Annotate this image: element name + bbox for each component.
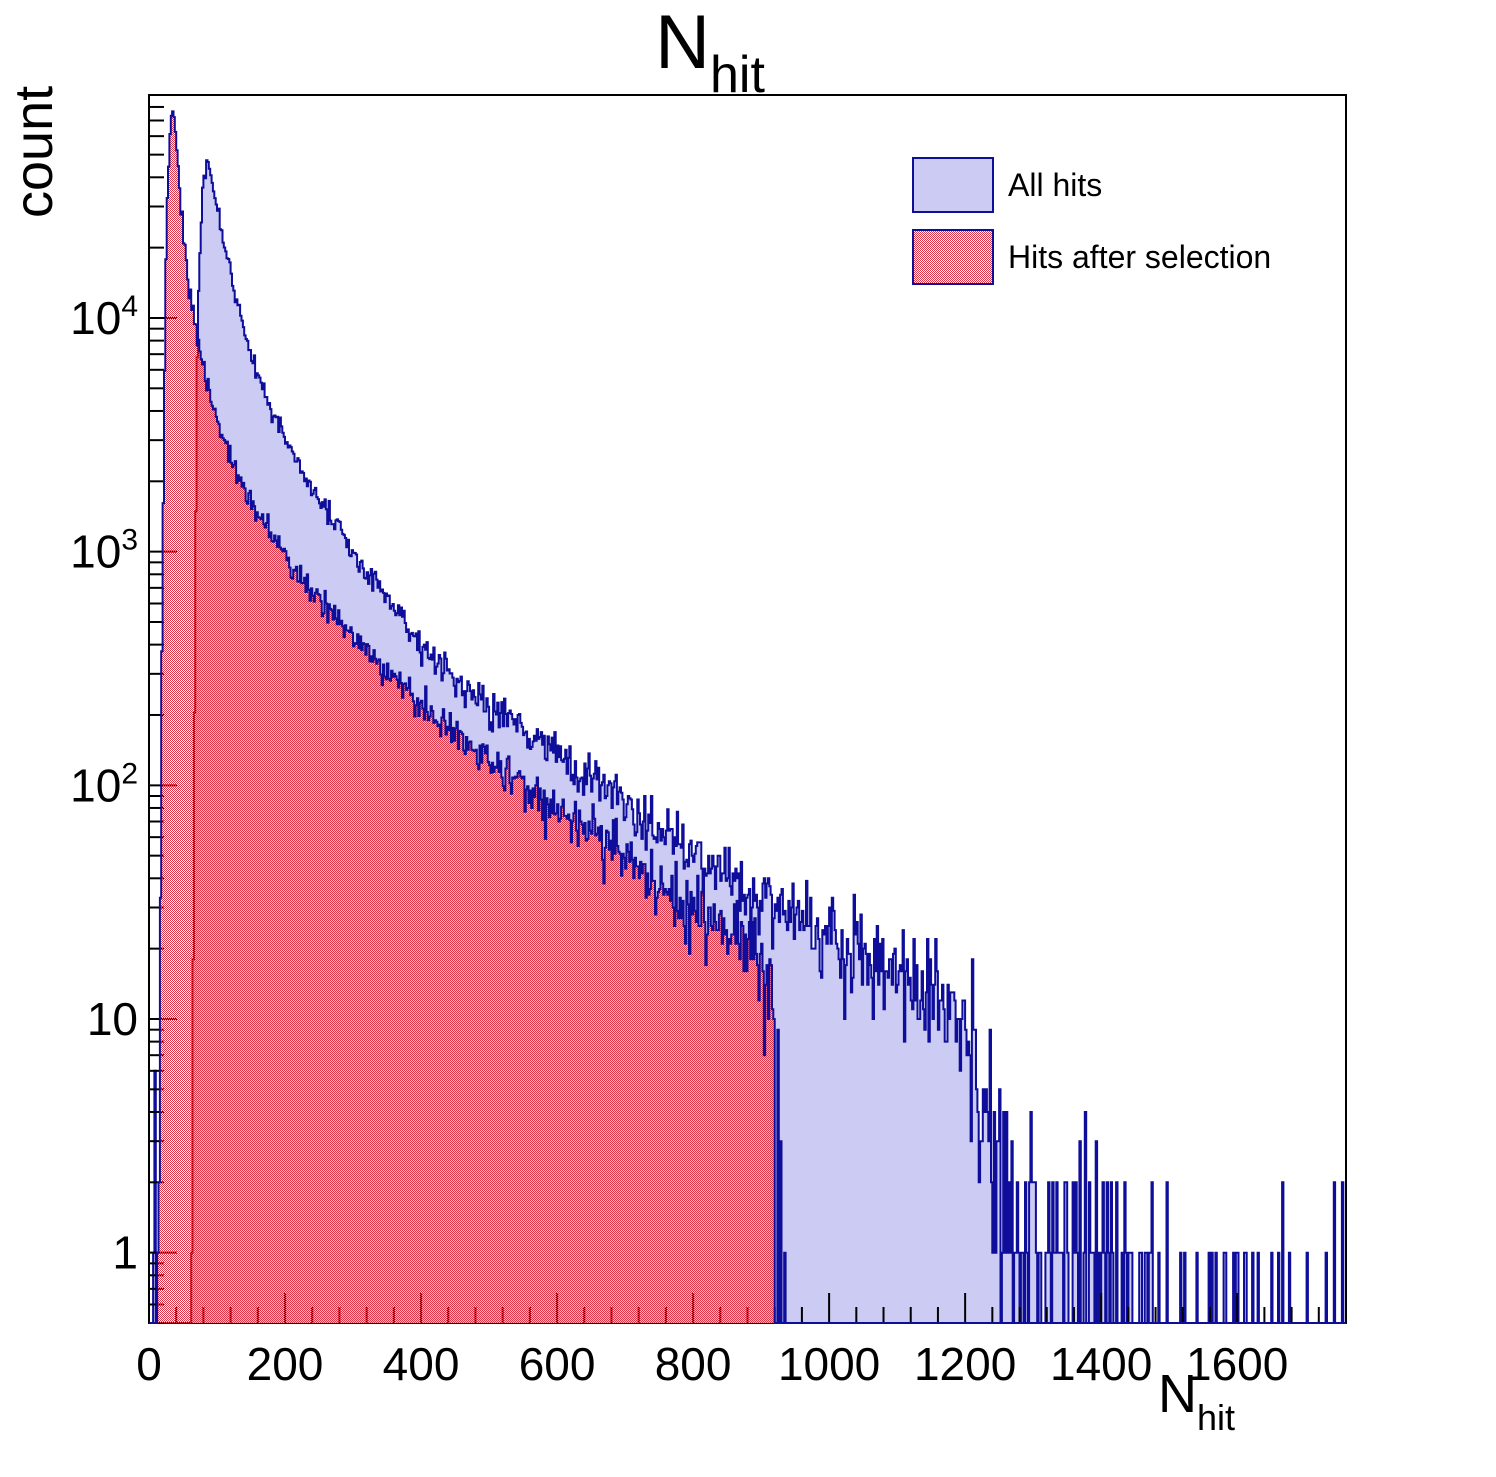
selection-histogram xyxy=(149,110,1346,1324)
y-tick-label: 1 xyxy=(112,1227,138,1279)
legend-swatch-all-hits xyxy=(912,157,994,213)
x-tick-label: 200 xyxy=(247,1338,324,1390)
y-tick-label: 102 xyxy=(70,757,138,811)
legend-swatch-selection xyxy=(912,229,994,285)
x-tick-label: 800 xyxy=(655,1338,732,1390)
chart-title-main: N xyxy=(655,0,710,85)
chart-title: Nhit xyxy=(655,0,765,104)
x-axis-title-main: N xyxy=(1158,1364,1197,1424)
legend-label-selection: Hits after selection xyxy=(1008,239,1271,275)
x-axis-title: Nhit xyxy=(1158,1364,1235,1438)
x-tick-label: 1200 xyxy=(914,1338,1016,1390)
y-axis-title: count xyxy=(4,86,64,218)
x-axis-title-sub: hit xyxy=(1197,1397,1235,1438)
chart-title-sub: hit xyxy=(710,46,765,104)
axis-tick-labels: 0 200 400 600 800 1000 1200 1400 1600 1 10 102 103 10… xyxy=(70,290,1288,1390)
x-tick-label: 1600 xyxy=(1186,1338,1288,1390)
y-tick-label: 104 xyxy=(70,290,138,344)
y-tick-label: 10 xyxy=(87,993,138,1045)
legend-label-all-hits: All hits xyxy=(1008,167,1102,203)
x-tick-label: 0 xyxy=(136,1338,162,1390)
legend: All hits Hits after selection xyxy=(912,157,1271,285)
x-tick-label: 1400 xyxy=(1050,1338,1152,1390)
x-tick-label: 1000 xyxy=(778,1338,880,1390)
x-tick-label: 400 xyxy=(383,1338,460,1390)
y-tick-label: 103 xyxy=(70,524,138,578)
x-tick-label: 600 xyxy=(519,1338,596,1390)
